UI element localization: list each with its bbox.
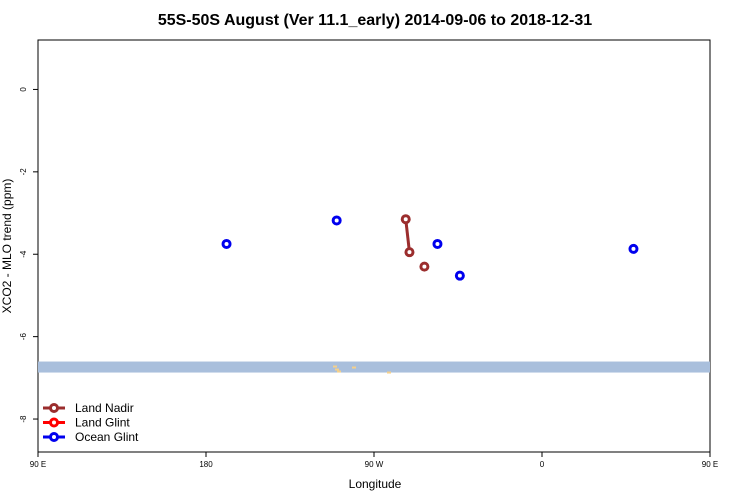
x-tick-label: 0 <box>540 460 545 469</box>
plot-frame <box>37 39 711 453</box>
map-strip-band <box>38 361 710 373</box>
map-strip-land <box>337 370 341 373</box>
y-axis-label: XCO2 - MLO trend (ppm) <box>0 179 14 314</box>
x-tick-label: 180 <box>199 460 213 469</box>
y-tick-label: -4 <box>19 250 28 258</box>
series-line <box>404 219 411 253</box>
y-tick-label: -6 <box>19 333 28 341</box>
x-axis: 90 E 180 90 W 0 90 E <box>30 452 718 469</box>
x-tick-label: 90 W <box>365 460 384 469</box>
y-tick-label: -2 <box>19 168 28 176</box>
data-point <box>221 238 232 249</box>
map-strip-land <box>333 365 337 368</box>
legend-marker <box>49 417 59 428</box>
series-layer <box>221 214 639 281</box>
y-tick-label: -8 <box>19 415 28 423</box>
data-point <box>404 247 415 258</box>
data-point <box>628 243 639 254</box>
data-point <box>400 214 411 225</box>
map-strip-land <box>352 366 356 369</box>
x-tick-label: 90 E <box>30 460 46 469</box>
legend-label: Ocean Glint <box>75 430 139 444</box>
map-strip <box>38 361 710 374</box>
data-point <box>432 238 443 249</box>
legend-label: Land Glint <box>75 416 130 430</box>
chart-title: 55S-50S August (Ver 11.1_early) 2014-09-… <box>158 12 592 29</box>
data-point <box>331 215 342 226</box>
legend-label: Land Nadir <box>75 401 134 415</box>
legend-marker <box>49 432 59 442</box>
x-axis-label: Longitude <box>349 477 402 491</box>
data-point <box>454 270 465 281</box>
legend-marker <box>49 403 59 413</box>
y-tick-label: 0 <box>19 87 28 92</box>
series-2 <box>221 215 639 281</box>
data-point <box>419 261 430 272</box>
map-strip-land <box>387 371 391 374</box>
x-tick-label: 90 E <box>702 460 718 469</box>
series-0 <box>400 214 430 272</box>
y-axis: 0 -2 -4 -6 -8 <box>19 87 38 423</box>
map-strip-land <box>335 368 339 371</box>
